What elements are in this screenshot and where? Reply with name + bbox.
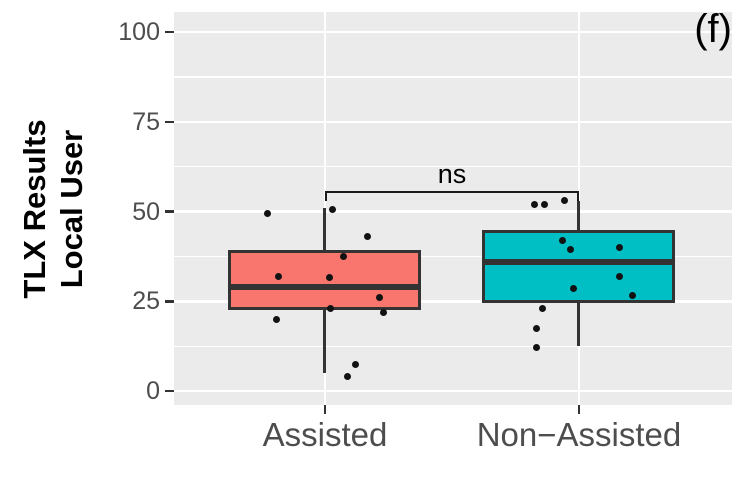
y-tick-mark [165, 120, 174, 124]
y-tick-mark [165, 300, 174, 303]
jitter-point [273, 315, 281, 323]
gridline-minor [174, 166, 732, 168]
significance-label: ns [437, 158, 467, 189]
gridline-major [174, 30, 732, 34]
jitter-point [327, 304, 335, 312]
jitter-point [364, 233, 372, 241]
y-tick-label: 0 [146, 377, 160, 405]
jitter-point [329, 206, 337, 214]
jitter-point [340, 252, 348, 260]
jitter-point [344, 373, 352, 381]
jitter-point [616, 243, 624, 251]
jitter-point [541, 200, 549, 208]
significance-bracket [324, 190, 579, 193]
jitter-point [629, 292, 637, 300]
y-tick-mark [165, 389, 174, 393]
jitter-point [326, 274, 334, 282]
jitter-point [352, 360, 360, 368]
gridline-major [174, 210, 732, 213]
jitter-point [539, 304, 547, 312]
jitter-point [567, 245, 575, 253]
gridline-minor [174, 255, 732, 257]
box-non-assisted [482, 229, 676, 303]
x-tick-mark [323, 405, 327, 414]
jitter-point [264, 209, 272, 217]
gridline-major [174, 389, 732, 393]
gridline-minor [174, 76, 732, 78]
median-line [230, 283, 420, 290]
jitter-point [275, 272, 283, 280]
y-axis-title-line1: TLX Results [17, 119, 52, 299]
y-tick-label: 50 [132, 197, 160, 226]
y-tick-label: 25 [132, 287, 160, 316]
box-assisted [228, 249, 422, 310]
x-tick-label: Assisted [262, 416, 388, 453]
jitter-point [533, 344, 541, 352]
jitter-point [531, 200, 539, 208]
jitter-point [380, 308, 388, 316]
jitter-point [561, 197, 569, 205]
plot-panel: ns [174, 12, 732, 405]
gridline-minor [174, 345, 732, 347]
y-tick-mark [165, 30, 174, 34]
jitter-point [616, 272, 624, 280]
x-tick-mark [577, 405, 581, 414]
median-line [484, 258, 674, 265]
jitter-point [533, 324, 541, 332]
y-tick-label: 100 [118, 18, 160, 47]
jitter-point [570, 285, 578, 293]
y-tick-mark [165, 210, 174, 213]
jitter-point [559, 236, 567, 244]
panel-label: (f) [694, 7, 732, 51]
significance-bracket-tick-left [324, 190, 327, 201]
jitter-point [376, 294, 384, 302]
gridline-major [174, 120, 732, 124]
gridline-major [174, 300, 732, 303]
x-tick-label: Non−Assisted [476, 416, 682, 453]
significance-bracket-tick-right [576, 190, 579, 201]
y-tick-label: 75 [132, 107, 160, 136]
